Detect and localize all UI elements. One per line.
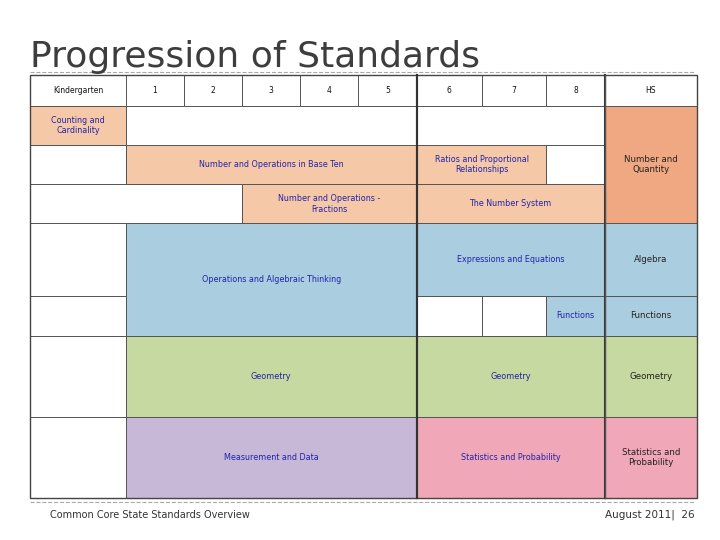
Bar [605, 417, 697, 498]
Text: 3: 3 [269, 86, 274, 95]
Bar [416, 296, 482, 335]
Bar [605, 417, 697, 498]
Bar [416, 335, 605, 417]
Bar [30, 296, 126, 335]
Bar [605, 75, 697, 106]
Bar [300, 75, 359, 106]
Bar [605, 224, 697, 296]
Text: Number and Operations in Base Ten: Number and Operations in Base Ten [199, 160, 343, 169]
Bar [546, 145, 605, 184]
Text: 5: 5 [385, 86, 390, 95]
Bar [30, 417, 126, 498]
Bar [30, 75, 126, 106]
Text: Progression of Standards: Progression of Standards [30, 40, 480, 74]
Bar [30, 106, 126, 145]
Text: 4: 4 [327, 86, 332, 95]
Text: 7: 7 [512, 86, 516, 95]
Text: Geometry: Geometry [251, 372, 292, 381]
Text: Operations and Algebraic Thinking: Operations and Algebraic Thinking [202, 275, 341, 284]
Bar [30, 224, 126, 296]
Bar [416, 145, 546, 184]
Bar [416, 224, 605, 296]
Text: HS: HS [646, 86, 656, 95]
Bar [605, 106, 697, 224]
Bar [126, 75, 184, 106]
Text: Number and Operations -
Fractions: Number and Operations - Fractions [278, 194, 380, 213]
Text: Kindergarten: Kindergarten [53, 86, 103, 95]
Text: Geometry: Geometry [629, 372, 672, 381]
Bar [184, 75, 242, 106]
Bar [605, 296, 697, 335]
Text: 2: 2 [211, 86, 215, 95]
Text: August 2011|  26: August 2011| 26 [606, 510, 695, 520]
Bar [30, 75, 697, 498]
Text: Counting and
Cardinality: Counting and Cardinality [51, 116, 105, 135]
Text: Number and
Quantity: Number and Quantity [624, 155, 678, 174]
Text: Geometry: Geometry [490, 372, 531, 381]
Bar [30, 184, 242, 224]
Text: Expressions and Equations: Expressions and Equations [456, 255, 564, 265]
Text: Ratios and Proportional
Relationships: Ratios and Proportional Relationships [434, 155, 528, 174]
Text: 6: 6 [446, 86, 451, 95]
Text: Algebra: Algebra [634, 255, 667, 265]
Bar [30, 335, 126, 417]
Bar [482, 296, 546, 335]
Text: Common Core State Standards Overview: Common Core State Standards Overview [50, 510, 250, 520]
Text: 1: 1 [153, 86, 157, 95]
Bar [242, 75, 300, 106]
Bar [482, 75, 546, 106]
Bar [605, 335, 697, 417]
Bar [126, 224, 416, 335]
Text: Statistics and
Probability: Statistics and Probability [621, 448, 680, 467]
Bar [30, 145, 126, 184]
Text: Measurement and Data: Measurement and Data [224, 453, 318, 462]
Bar [416, 75, 482, 106]
Text: Statistics and Probability: Statistics and Probability [461, 453, 560, 462]
Bar [546, 75, 605, 106]
Text: Functions: Functions [557, 312, 595, 320]
Bar [126, 145, 416, 184]
Bar [126, 417, 416, 498]
Text: Functions: Functions [630, 312, 672, 320]
Bar [242, 184, 416, 224]
Bar [546, 296, 605, 335]
Text: The Number System: The Number System [469, 199, 552, 208]
Text: 8: 8 [573, 86, 578, 95]
Bar [359, 75, 416, 106]
Bar [416, 184, 605, 224]
Bar [126, 335, 416, 417]
Bar [416, 417, 605, 498]
